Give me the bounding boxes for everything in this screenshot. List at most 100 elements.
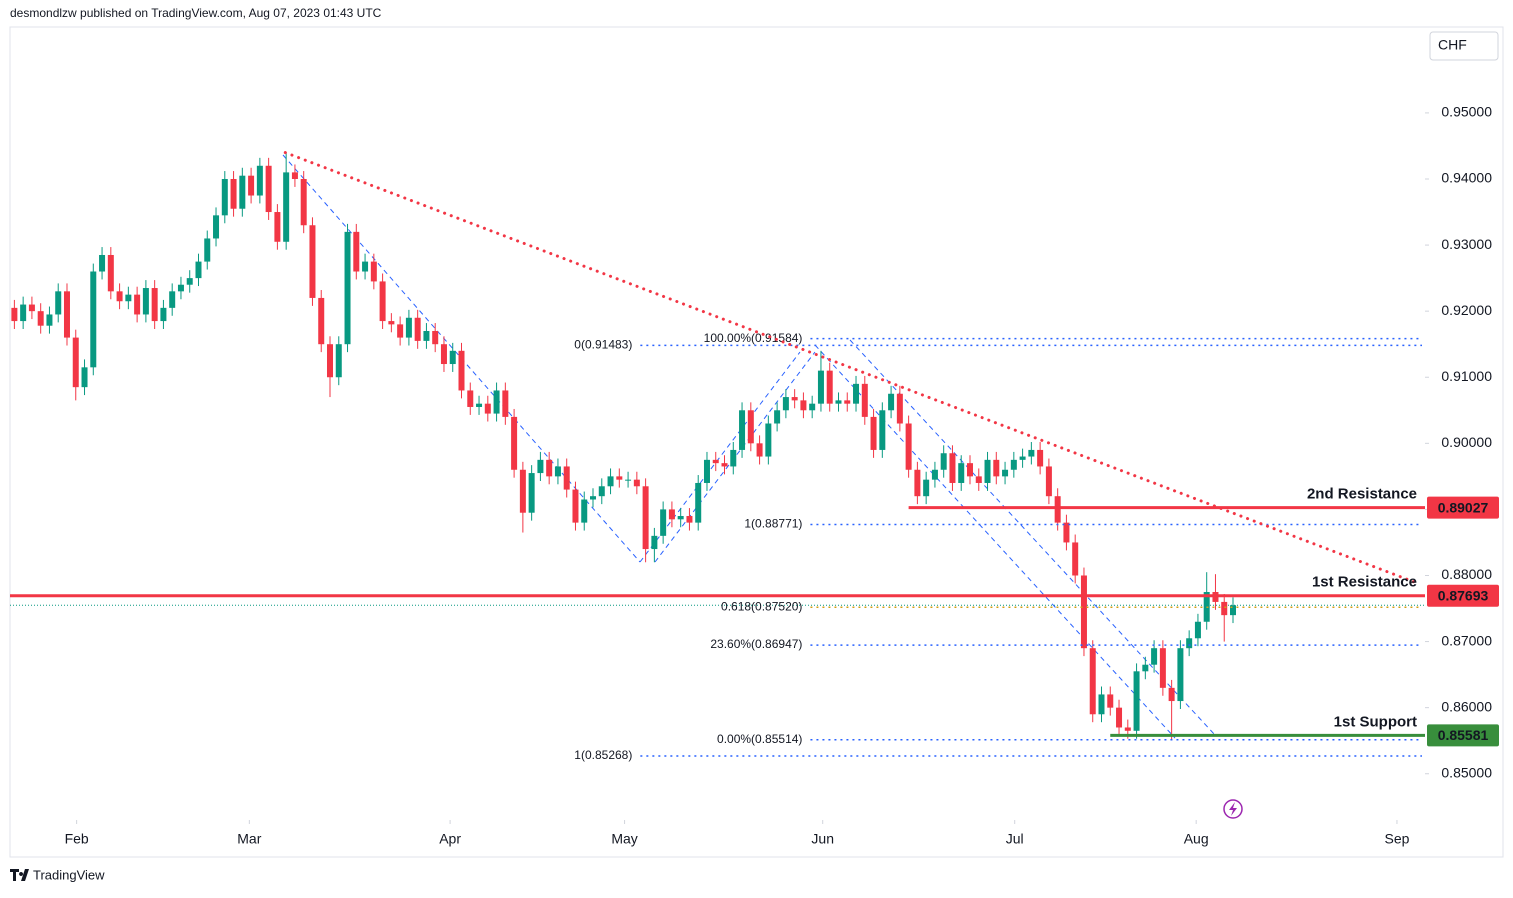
candle-body [511, 416, 518, 470]
candle-body [1151, 648, 1158, 665]
candle-body [204, 238, 211, 262]
currency-box[interactable] [1429, 31, 1499, 61]
candle-body [1124, 727, 1131, 731]
candle-body [63, 291, 70, 338]
y-tick-label: 0.85000 [1441, 764, 1492, 780]
candle-body [1159, 648, 1166, 688]
candle-body [975, 476, 982, 483]
candle-body [905, 423, 912, 470]
fib-label: 0.618(0.87520) [721, 599, 802, 613]
level-name: 2nd Resistance [1307, 486, 1417, 503]
candle-body [125, 294, 132, 302]
candle-body [493, 390, 500, 414]
candle-body [817, 370, 824, 404]
candle-body [484, 403, 491, 414]
candle-body [37, 311, 44, 326]
candle-body [633, 479, 640, 487]
candle-body [774, 410, 781, 424]
candle-body [791, 397, 798, 401]
candle-body [519, 469, 526, 513]
channel-line [814, 344, 1176, 739]
y-tick-label: 0.86000 [1441, 698, 1492, 714]
candle-body [213, 215, 220, 239]
candle-body [861, 383, 868, 417]
x-tick-label: Sep [1384, 831, 1409, 847]
candle-body [739, 410, 746, 450]
candle-body [160, 307, 167, 322]
candle-body [20, 304, 27, 322]
level-value: 0.89027 [1438, 499, 1489, 515]
candle-body [99, 254, 106, 272]
candle-body [326, 344, 333, 378]
brand-name: TradingView [33, 867, 105, 882]
trendline [283, 151, 1422, 586]
candle-body [467, 390, 474, 407]
fib-label: 100.00%(0.91584) [704, 331, 803, 345]
candle-body [177, 284, 184, 292]
candle-body [1028, 449, 1035, 457]
candle-body [414, 317, 421, 341]
candle-body [923, 479, 930, 497]
fib-label: 23.60%(0.86947) [710, 637, 802, 651]
candle-body [896, 393, 903, 424]
chart-frame [9, 26, 1504, 858]
candle-body [151, 288, 158, 322]
candle-body [291, 172, 298, 179]
candle-body [826, 370, 833, 404]
candle-body [239, 175, 246, 209]
candle-body [914, 469, 921, 497]
candle-body [721, 463, 728, 467]
level-name: 1st Resistance [1312, 574, 1417, 591]
x-tick-label: Aug [1184, 831, 1209, 847]
candle-body [1142, 664, 1149, 672]
y-tick-label: 0.88000 [1441, 566, 1492, 582]
candle-body [703, 459, 710, 483]
candle-body [230, 178, 237, 209]
candle-body [712, 459, 719, 464]
candle-body [116, 291, 123, 302]
candle-body [563, 466, 570, 490]
candle-body [458, 350, 465, 391]
candle-body [502, 390, 509, 417]
candle-body [607, 476, 614, 487]
candle-body [1072, 542, 1079, 576]
x-tick-label: May [611, 831, 637, 847]
y-tick-label: 0.94000 [1441, 170, 1492, 186]
publisher: desmondlzw published on TradingView.com,… [10, 6, 382, 20]
candle-body [730, 449, 737, 467]
candle-body [362, 261, 369, 272]
candle-body [642, 486, 649, 550]
candle-body [1019, 456, 1026, 460]
candle-body [440, 344, 447, 365]
candle-body [800, 400, 807, 411]
candle-body [1054, 496, 1061, 523]
candle-body [1098, 694, 1105, 715]
candle-body [756, 443, 763, 457]
candle-body [554, 466, 561, 477]
candle-body [844, 400, 851, 404]
candle-body [283, 172, 290, 242]
candle-body [405, 317, 412, 338]
candle-body [81, 367, 88, 388]
candle-body [528, 473, 535, 513]
candle-body [274, 212, 281, 242]
level-name: 1st Support [1334, 713, 1417, 730]
candle-body [809, 403, 816, 411]
candle-body [537, 459, 544, 474]
x-tick-label: Mar [237, 831, 261, 847]
candle-body [572, 489, 579, 523]
lightning-icon[interactable] [1223, 799, 1243, 819]
candle-body [90, 271, 97, 368]
y-tick-label: 0.90000 [1441, 434, 1492, 450]
candle-body [107, 254, 114, 292]
candle-body [370, 261, 377, 282]
candle-body [984, 459, 991, 483]
candle-body [590, 496, 597, 500]
fib-label: 0.00%(0.85514) [717, 732, 802, 746]
candle-body [397, 324, 404, 338]
candle-body [449, 350, 456, 365]
candle-body [476, 403, 483, 407]
candle-body [335, 344, 342, 378]
candle-body [1037, 449, 1044, 467]
candle-body [388, 321, 395, 325]
